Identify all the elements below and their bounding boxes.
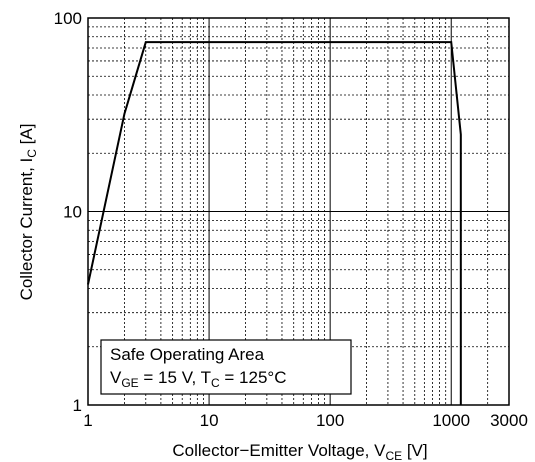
x-tick-label: 1 [83, 411, 92, 430]
y-tick-label: 10 [63, 203, 82, 222]
y-axis-label: Collector Current, IC [A] [17, 124, 39, 301]
x-tick-label: 3000 [490, 411, 528, 430]
legend-box: Safe Operating Area VGE = 15 V, TC = 125… [100, 339, 352, 395]
x-tick-label: 100 [316, 411, 344, 430]
series-line-0 [87, 41, 462, 405]
y-tick-labels: 1 10 100 [54, 9, 82, 415]
x-tick-label: 10 [200, 411, 219, 430]
x-tick-labels: 1 10 100 1000 3000 [83, 411, 528, 430]
series-layer [87, 41, 462, 405]
legend-line-2: VGE = 15 V, TC = 125°C [110, 368, 287, 390]
y-tick-label: 1 [73, 396, 82, 415]
legend-line-1: Safe Operating Area [110, 345, 265, 364]
y-tick-label: 100 [54, 9, 82, 28]
legend-frame [100, 339, 352, 395]
plot-frame [87, 17, 510, 406]
x-tick-label: 1000 [432, 411, 470, 430]
x-axis-label: Collector−Emitter Voltage, VCE [V] [172, 441, 427, 462]
